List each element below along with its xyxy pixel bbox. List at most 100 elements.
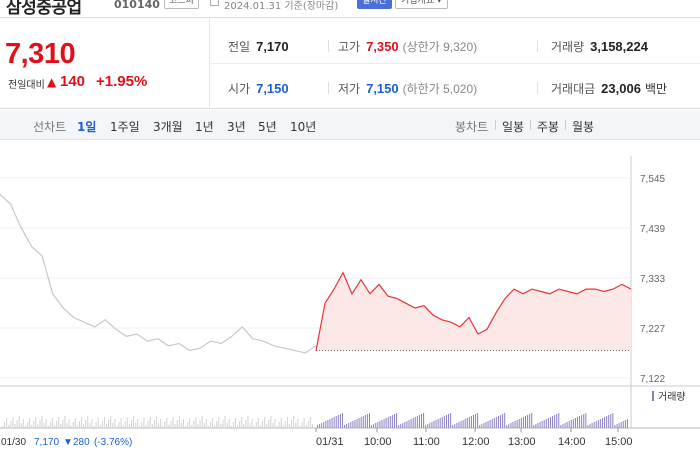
period-1y[interactable]: 1년	[195, 120, 214, 134]
volume-bar	[348, 423, 350, 428]
volume-bar	[31, 425, 33, 428]
volume-bar	[518, 419, 520, 428]
open-label: 시가	[228, 82, 251, 96]
volume-bar	[381, 420, 383, 428]
volume-bar	[120, 418, 122, 428]
volume-bar	[149, 417, 151, 428]
volume-bar	[358, 418, 360, 428]
volume-bar	[222, 420, 224, 428]
company-overview-button[interactable]: 기업개요 ▾	[395, 0, 448, 9]
volume-bar	[251, 419, 253, 428]
volume-bar	[400, 424, 402, 428]
x-tick-label: 11:00	[413, 436, 440, 448]
volume-bar	[606, 416, 608, 428]
volume-bar	[241, 417, 243, 428]
volume-bar	[366, 414, 368, 428]
volume-bar	[591, 423, 593, 428]
volume-bar	[323, 422, 325, 428]
prev-day-footer: 01/30 7,170 ▼ 280 (-3.76%)	[1, 437, 132, 448]
volume-bar	[280, 418, 282, 428]
period-3m[interactable]: 3개월	[153, 120, 183, 134]
volume-bar	[456, 423, 458, 428]
stock-header: 삼성중공업 010140 코스피 2024.01.31 기준(장마감) 실시간 …	[0, 0, 700, 16]
candle-weekly[interactable]: 주봉	[537, 120, 560, 134]
period-3y[interactable]: 3년	[227, 120, 246, 134]
volume-bar	[37, 424, 39, 428]
period-10y[interactable]: 10년	[290, 120, 317, 134]
volume-bar	[72, 422, 74, 428]
realtime-button[interactable]: 실시간	[357, 0, 392, 9]
volume-bar	[364, 415, 366, 428]
volume-bar	[595, 421, 597, 428]
volume-bar	[51, 418, 53, 428]
volume-bar	[477, 413, 479, 428]
volume-bar	[574, 418, 576, 428]
y-tick-label: 7,122	[640, 374, 665, 385]
volume-bar	[116, 426, 118, 428]
volume-label: 거래량	[551, 40, 585, 54]
volume-bar	[429, 423, 431, 428]
amount-label: 거래대금	[551, 82, 596, 96]
volume-bar	[500, 415, 502, 428]
volume-bar	[262, 421, 263, 428]
volume-bar	[224, 416, 226, 428]
period-1d[interactable]: 1일	[77, 120, 97, 134]
volume-bar	[516, 420, 518, 428]
volume-bar	[356, 419, 358, 428]
volume-bar	[541, 421, 543, 428]
volume-bar	[491, 419, 493, 428]
open-value: 7,150	[256, 81, 289, 96]
volume-bar	[377, 422, 379, 428]
x-tick-label: 12:00	[462, 436, 490, 448]
volume-bar	[552, 416, 554, 428]
low-label: 저가	[338, 82, 361, 96]
intraday-chart[interactable]: 7,545 7,439 7,333 7,227 7,122 01/31 10:00 11:0…	[0, 141, 700, 450]
candle-chart-label: 봉차트	[455, 120, 489, 134]
volume-bar	[504, 413, 506, 428]
volume-bar	[276, 426, 278, 428]
volume-bar	[435, 420, 437, 428]
volume-bar	[393, 414, 395, 428]
volume-bar	[4, 422, 6, 428]
volume-bar	[558, 413, 560, 428]
volume-bar	[307, 421, 309, 428]
volume-bar	[218, 417, 220, 428]
x-tick-label: 01/31	[316, 436, 344, 448]
volume-bar	[309, 417, 311, 428]
volume-bar	[487, 421, 489, 428]
volume-bar	[103, 417, 105, 428]
today-area	[316, 272, 631, 351]
volume-bar	[2, 426, 3, 428]
period-1w[interactable]: 1주일	[110, 120, 140, 134]
volume-bar	[549, 417, 551, 428]
volume-bar	[570, 420, 572, 428]
volume-bar	[412, 418, 414, 428]
volume-bar	[421, 414, 422, 428]
upper-limit: (상한가 9,320)	[402, 40, 478, 54]
candle-daily[interactable]: 일봉	[502, 120, 525, 134]
volume-bar	[483, 423, 485, 428]
volume-bar	[135, 423, 137, 428]
period-5y[interactable]: 5년	[258, 120, 277, 134]
volume-bar	[130, 420, 132, 428]
volume-bar	[286, 417, 288, 428]
volume-bar	[360, 417, 362, 428]
volume-bar	[110, 416, 112, 428]
volume-bar	[54, 425, 55, 428]
volume-bar	[622, 421, 624, 428]
volume-bar	[295, 423, 297, 428]
volume-bar	[101, 421, 103, 428]
candle-monthly[interactable]: 월봉	[572, 120, 595, 134]
volume-bar	[533, 425, 535, 428]
divider	[328, 40, 329, 52]
volume-bar	[608, 415, 610, 428]
volume-bar	[164, 422, 166, 428]
volume-bar	[406, 421, 408, 428]
volume-bar	[402, 423, 404, 428]
volume-bar	[274, 419, 276, 428]
volume-bar	[20, 423, 22, 428]
volume-bar	[489, 420, 491, 428]
volume-bar	[327, 420, 329, 428]
current-price: 7,310	[5, 38, 76, 70]
volume-bar	[162, 426, 164, 428]
